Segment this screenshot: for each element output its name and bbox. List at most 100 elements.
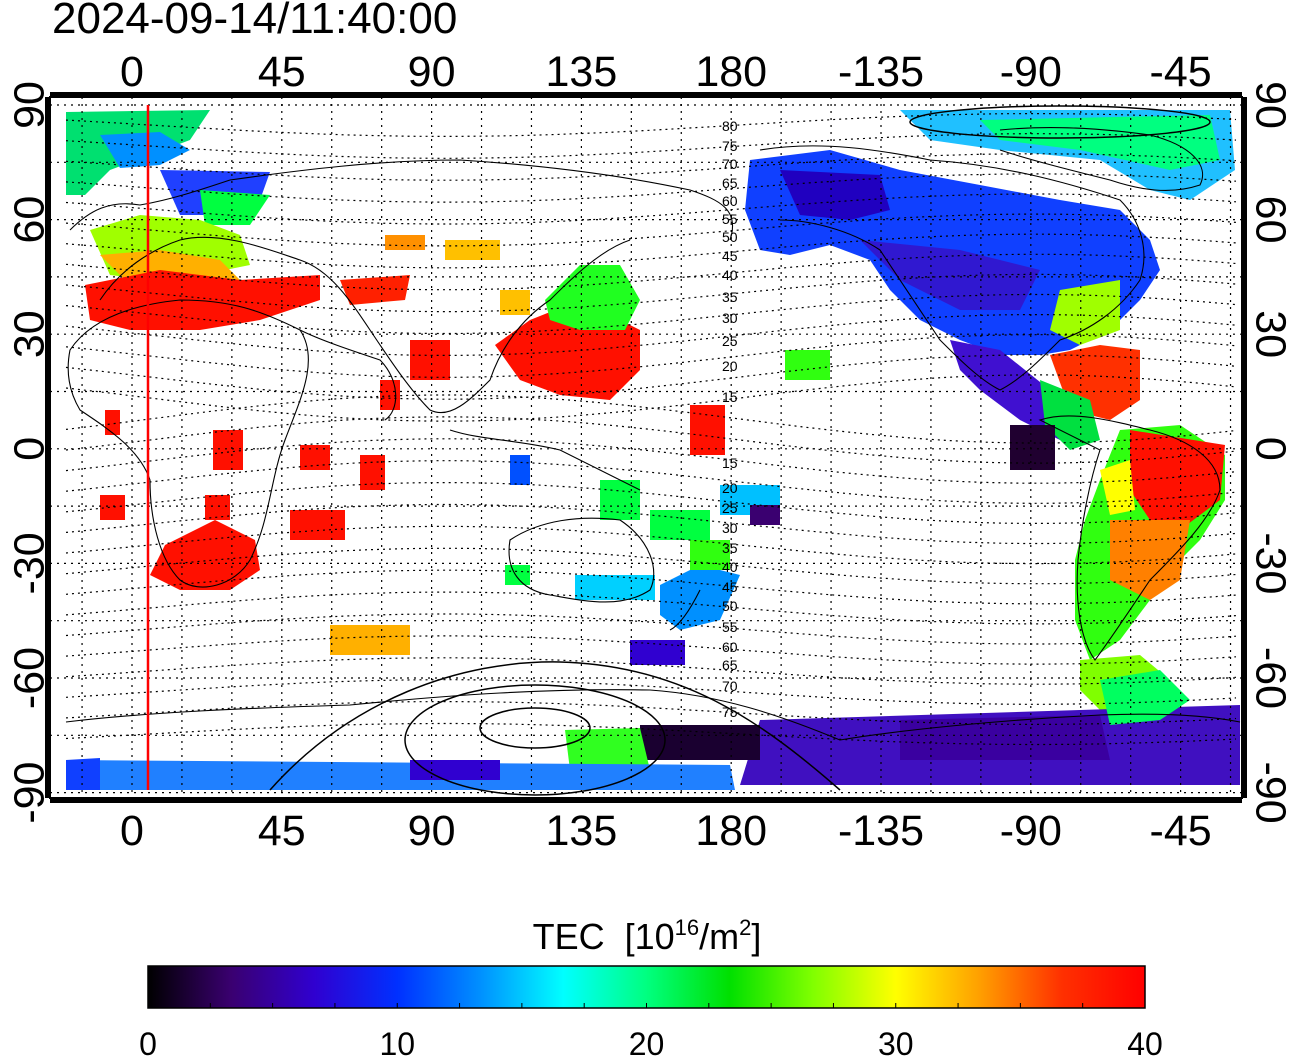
colorbar-tick-labels: 0 10 20 30 40	[139, 1026, 1163, 1057]
x-tick-bottom: -135	[838, 807, 924, 855]
colorbar-tick-label: 0	[139, 1026, 157, 1057]
y-ticks-right: 90 60 30 0 -30 -60 -90	[1247, 81, 1294, 824]
y-tick-left: 0	[5, 437, 53, 461]
colorbar-tick-label: 40	[1127, 1026, 1163, 1057]
contour-label: 40	[722, 267, 738, 283]
tec-patch-africa	[100, 340, 450, 590]
y-tick-right: -90	[1247, 762, 1294, 824]
colorbar-unit-exp1: 16	[674, 915, 700, 940]
contour-label: 30	[722, 310, 738, 326]
colorbar-title: TEC [1016/m2]	[0, 906, 1294, 959]
contour-label: 25	[722, 333, 738, 349]
contour-label: 45	[722, 579, 738, 595]
magnetic-contour	[65, 438, 1237, 484]
contour-label: 70	[722, 678, 738, 694]
contour-label: 70	[722, 156, 738, 172]
y-tick-right: -30	[1247, 532, 1294, 594]
x-ticks-bottom: 0 45 90 135 180 -135 -90 -45	[120, 807, 1212, 855]
x-tick-bottom: -90	[1000, 807, 1062, 855]
magnetic-contour	[65, 460, 1237, 504]
x-tick-top: 135	[546, 48, 618, 96]
x-tick-bottom: 135	[546, 807, 618, 855]
contour-label: 65	[722, 657, 738, 673]
colorbar-unit-suffix: ]	[751, 916, 762, 957]
contour-label: 35	[722, 289, 738, 305]
y-tick-left: -60	[5, 647, 53, 709]
contour-label: 20	[722, 480, 738, 496]
x-ticks-top: 0 45 90 135 180 -135 -90 -45	[120, 48, 1212, 96]
colorbar-minor-ticks	[209, 1003, 1084, 1008]
axis-bars	[45, 92, 1247, 803]
magnetic-contour	[65, 394, 1237, 444]
colorbar-tick-label: 20	[629, 1026, 665, 1057]
y-tick-right: 60	[1247, 196, 1294, 244]
tec-patch-north-america	[745, 110, 1235, 470]
contour-label: 40	[722, 559, 738, 575]
contour-label: 35	[722, 540, 738, 556]
contour-label: 75	[722, 704, 738, 720]
y-tick-right: 0	[1247, 437, 1294, 461]
contour-label: 55	[722, 211, 738, 227]
x-tick-top: -135	[838, 48, 924, 96]
contour-label: 55	[722, 619, 738, 635]
y-tick-left: 60	[5, 196, 53, 244]
colorbar-quantity: TEC	[532, 916, 605, 957]
x-tick-top: 45	[258, 48, 306, 96]
magnetic-contour	[65, 354, 1237, 400]
colorbar-tick-label: 10	[379, 1026, 415, 1057]
contour-label: 15	[722, 389, 738, 405]
tec-patch-arctic-europe	[66, 110, 270, 225]
x-tick-bottom: 0	[120, 807, 144, 855]
x-tick-bottom: -45	[1150, 807, 1212, 855]
contour-label: 20	[722, 358, 738, 374]
x-tick-top: -45	[1150, 48, 1212, 96]
x-tick-bottom: 90	[408, 807, 456, 855]
tec-data-layer	[66, 110, 1240, 790]
x-tick-top: -90	[1000, 48, 1062, 96]
colorbar-unit-exp2: 2	[739, 915, 752, 940]
y-tick-right: -60	[1247, 647, 1294, 709]
y-tick-left: -90	[5, 762, 53, 824]
colorbar-unit-mid: /m	[699, 916, 740, 957]
contour-label: 30	[722, 520, 738, 536]
contour-label: 65	[722, 175, 738, 191]
y-tick-left: 30	[5, 310, 53, 358]
y-tick-left: 90	[5, 81, 53, 129]
timestamp: 2024-09-14/11:40:00	[52, 0, 458, 43]
tec-patch-antarctic	[66, 670, 1240, 790]
contour-labels: 80 75 70 65 60 55 50 45 40 35 30 25 20 15 15 20 25 30 35 40…	[722, 118, 738, 720]
magnetic-contour	[65, 314, 1237, 356]
magnetic-contour	[65, 334, 1237, 378]
y-tick-right: 30	[1247, 310, 1294, 358]
contour-label: 45	[722, 248, 738, 264]
magnetic-contour	[65, 374, 1237, 422]
colorbar-unit-prefix: [10	[624, 916, 675, 957]
magnetic-contour	[65, 416, 1237, 464]
x-tick-bottom: 180	[695, 807, 767, 855]
tec-patch-europe	[85, 215, 410, 330]
contour-label: 50	[722, 229, 738, 245]
south-magnetic-ellipses	[269, 105, 1211, 796]
magnetic-contour-lines	[65, 113, 1237, 746]
x-tick-top: 0	[120, 48, 144, 96]
contour-label: 25	[722, 500, 738, 516]
contour-label: 60	[722, 639, 738, 655]
colorbar	[147, 965, 1146, 1009]
y-ticks-left: 90 60 30 0 -30 -60 -90	[5, 81, 53, 824]
magnetic-contour	[65, 482, 1237, 524]
x-tick-bottom: 45	[258, 807, 306, 855]
x-tick-top: 180	[695, 48, 767, 96]
y-tick-right: 90	[1247, 81, 1294, 129]
colorbar-tick-label: 30	[878, 1026, 914, 1057]
dotted-grid	[50, 97, 1242, 798]
contour-label: 60	[722, 193, 738, 209]
contour-label: 75	[722, 138, 738, 154]
y-tick-left: -30	[5, 532, 53, 594]
contour-label: 50	[722, 598, 738, 614]
tec-patch-oceania	[330, 350, 830, 665]
coastlines	[65, 126, 1241, 741]
x-tick-top: 90	[408, 48, 456, 96]
contour-label: 15	[722, 455, 738, 471]
contour-label: 80	[722, 118, 738, 134]
